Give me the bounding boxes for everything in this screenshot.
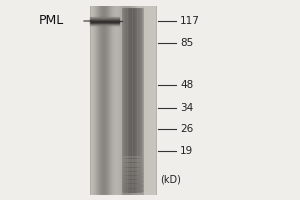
Text: 19: 19 <box>180 146 193 156</box>
Text: (kD): (kD) <box>160 175 182 185</box>
Text: 48: 48 <box>180 80 193 90</box>
FancyBboxPatch shape <box>90 6 156 194</box>
Text: PML: PML <box>39 15 64 27</box>
Text: 34: 34 <box>180 103 193 113</box>
Text: 117: 117 <box>180 16 200 26</box>
Text: 85: 85 <box>180 38 193 48</box>
Text: 26: 26 <box>180 124 193 134</box>
